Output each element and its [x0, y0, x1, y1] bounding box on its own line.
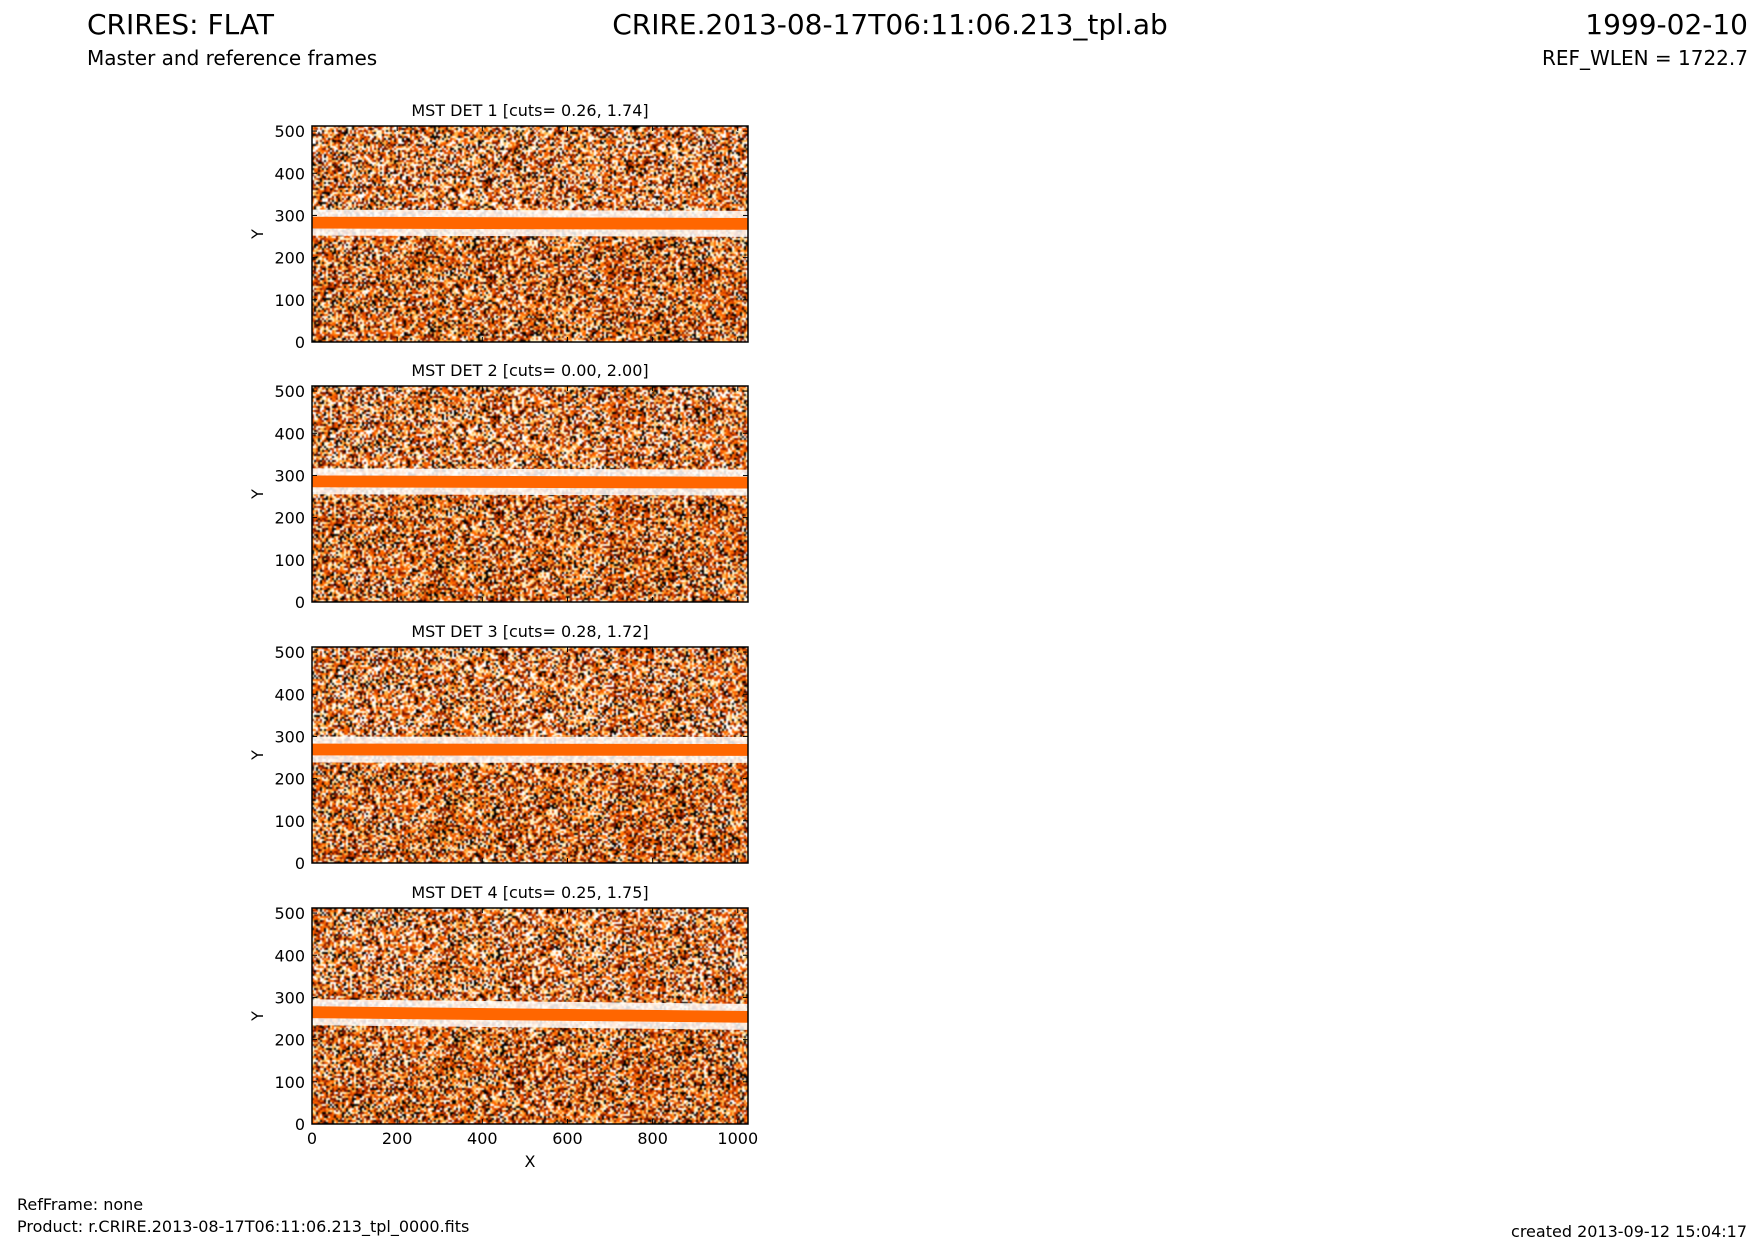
y-tick-label: 400	[274, 424, 305, 443]
axes-frame-4	[311, 907, 749, 1125]
y-tick-label: 200	[274, 509, 305, 528]
y-tick-label: 200	[274, 249, 305, 268]
panel-title-3: MST DET 3 [cuts= 0.28, 1.72]	[411, 622, 648, 641]
axes-frame-3	[311, 646, 749, 864]
order-band-2	[312, 475, 748, 489]
axes-frame-2	[311, 385, 749, 603]
page-title: CRIRES: FLAT	[87, 8, 274, 41]
y-tick-label: 300	[274, 988, 305, 1007]
y-tick-label: 500	[274, 904, 305, 923]
x-tick-label: 400	[467, 1129, 498, 1148]
y-tick-label: 500	[274, 643, 305, 662]
order-band-1	[312, 216, 748, 230]
order-band-4	[312, 1006, 748, 1023]
product-label: Product: r.CRIRE.2013-08-17T06:11:06.213…	[17, 1217, 470, 1236]
x-tick-label: 200	[382, 1129, 413, 1148]
y-tick-label: 100	[274, 812, 305, 831]
y-tick-label: 200	[274, 1031, 305, 1050]
y-axis-label: Y	[248, 489, 267, 500]
y-tick-label: 400	[274, 946, 305, 965]
y-tick-label: 300	[274, 466, 305, 485]
y-tick-label: 100	[274, 291, 305, 310]
file-name-title: CRIRE.2013-08-17T06:11:06.213_tpl.ab	[612, 8, 1168, 41]
x-tick-label: 1000	[717, 1129, 758, 1148]
date-label: 1999-02-10	[1585, 8, 1748, 41]
y-tick-label: 500	[274, 382, 305, 401]
x-tick-label: 600	[552, 1129, 583, 1148]
x-tick-label: 800	[637, 1129, 668, 1148]
y-tick-label: 0	[295, 593, 305, 612]
x-tick-label: 0	[307, 1129, 317, 1148]
ref-frame-label: RefFrame: none	[17, 1195, 144, 1214]
page-subtitle: Master and reference frames	[87, 46, 378, 70]
panel-det-4: MST DET 4 [cuts= 0.25, 1.75] 0 100 200 300 40…	[248, 883, 758, 1171]
panel-det-1: MST DET 1 [cuts= 0.26, 1.74] 0 100 200 300 40…	[248, 101, 749, 352]
y-tick-label: 0	[295, 333, 305, 352]
panel-title-2: MST DET 2 [cuts= 0.00, 2.00]	[411, 361, 648, 380]
created-timestamp: created 2013-09-12 15:04:17	[1511, 1222, 1747, 1241]
y-tick-label: 500	[274, 122, 305, 141]
y-axis-label: Y	[248, 750, 267, 761]
y-tick-label: 0	[295, 854, 305, 873]
y-tick-label: 400	[274, 164, 305, 183]
y-tick-label: 200	[274, 770, 305, 789]
panel-det-2: MST DET 2 [cuts= 0.00, 2.00] 0 100 200 300 40…	[248, 361, 749, 612]
y-tick-label: 100	[274, 551, 305, 570]
y-tick-label: 100	[274, 1073, 305, 1092]
panel-det-3: MST DET 3 [cuts= 0.28, 1.72] 0 100 200 300 40…	[248, 622, 749, 873]
y-tick-label: 0	[295, 1115, 305, 1134]
axes-frame-1	[311, 125, 749, 343]
y-axis-label: Y	[248, 1011, 267, 1022]
x-axis-label: X	[525, 1152, 536, 1171]
y-tick-label: 300	[274, 206, 305, 225]
y-axis-label: Y	[248, 229, 267, 240]
panel-title-1: MST DET 1 [cuts= 0.26, 1.74]	[411, 101, 648, 120]
y-tick-label: 300	[274, 727, 305, 746]
order-band-3	[312, 743, 748, 756]
panel-title-4: MST DET 4 [cuts= 0.25, 1.75]	[411, 883, 648, 902]
ref-wlen-label: REF_WLEN = 1722.7	[1541, 46, 1748, 70]
y-tick-label: 400	[274, 685, 305, 704]
